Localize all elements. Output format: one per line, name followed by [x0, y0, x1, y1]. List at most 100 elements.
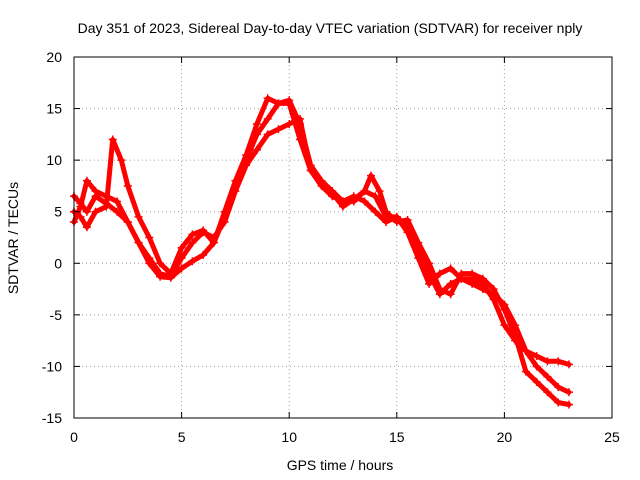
- y-tick-label: 0: [54, 255, 62, 271]
- x-axis-label: GPS time / hours: [287, 457, 394, 473]
- data-point: [375, 187, 384, 196]
- data-point: [252, 145, 261, 154]
- data-series: [70, 94, 573, 409]
- x-tick-label: 0: [70, 429, 78, 445]
- series-line: [71, 95, 572, 408]
- data-point: [117, 156, 126, 165]
- data-point: [177, 264, 186, 273]
- data-point: [263, 130, 272, 139]
- data-point: [220, 207, 229, 216]
- data-point: [156, 259, 165, 268]
- data-point: [349, 195, 358, 204]
- data-point: [145, 254, 154, 263]
- y-tick-label: -10: [42, 358, 62, 374]
- data-point: [489, 285, 498, 294]
- data-point: [403, 228, 412, 237]
- data-point: [199, 251, 208, 260]
- data-point: [392, 218, 401, 227]
- series-track-c: [70, 94, 573, 409]
- data-point: [532, 352, 541, 361]
- data-point: [82, 207, 91, 216]
- data-point: [188, 238, 197, 247]
- data-point: [285, 99, 294, 108]
- data-point: [468, 269, 477, 278]
- data-point: [414, 238, 423, 247]
- y-tick-label: 10: [46, 152, 62, 168]
- data-point: [317, 178, 326, 187]
- data-point: [366, 171, 375, 180]
- series-track-b: [70, 114, 573, 369]
- data-point: [564, 360, 573, 369]
- data-point: [134, 212, 143, 221]
- data-point: [554, 383, 563, 392]
- data-point: [543, 357, 552, 366]
- data-point: [188, 230, 197, 239]
- data-point: [457, 269, 466, 278]
- data-point: [166, 269, 175, 278]
- data-point: [263, 114, 272, 123]
- data-point: [274, 125, 283, 134]
- data-point: [500, 305, 509, 314]
- data-point: [371, 207, 380, 216]
- data-point: [231, 176, 240, 185]
- data-point: [91, 187, 100, 196]
- data-point: [543, 388, 552, 397]
- x-tick-label: 10: [281, 429, 297, 445]
- x-tick-label: 5: [178, 429, 186, 445]
- data-point: [82, 176, 91, 185]
- data-point: [274, 99, 283, 108]
- data-point: [91, 207, 100, 216]
- y-tick-label: 20: [46, 49, 62, 65]
- data-point: [188, 257, 197, 266]
- data-point: [199, 226, 208, 235]
- data-point: [554, 398, 563, 407]
- data-point: [113, 197, 122, 206]
- data-point: [371, 192, 380, 201]
- data-point: [532, 362, 541, 371]
- data-point: [339, 202, 347, 211]
- data-point: [564, 388, 573, 397]
- data-point: [242, 150, 251, 159]
- data-point: [76, 212, 85, 221]
- y-axis-label: SDTVAR / TECUs: [5, 182, 21, 294]
- data-point: [306, 166, 315, 175]
- data-point: [102, 202, 111, 211]
- data-point: [564, 400, 573, 409]
- data-point: [554, 357, 563, 366]
- data-point: [521, 367, 530, 376]
- x-tick-label: 25: [604, 429, 620, 445]
- data-point: [478, 274, 487, 283]
- data-point: [382, 207, 391, 216]
- chart-title: Day 351 of 2023, Sidereal Day-to-day VTE…: [78, 20, 583, 36]
- plot-frame: [73, 56, 613, 419]
- y-axis-ticks: -15 -10 -5 0 5 10 15 20: [42, 49, 612, 426]
- y-tick-label: -5: [50, 307, 63, 323]
- data-point: [145, 233, 154, 242]
- data-point: [177, 243, 186, 252]
- data-point: [263, 94, 272, 103]
- data-point: [446, 290, 455, 299]
- data-point: [295, 114, 304, 123]
- data-point: [435, 269, 444, 278]
- data-point: [511, 331, 520, 340]
- data-point: [156, 269, 165, 278]
- data-point: [209, 238, 218, 247]
- data-point: [500, 321, 509, 330]
- data-point: [134, 238, 143, 247]
- data-point: [252, 120, 261, 129]
- data-point: [414, 254, 423, 263]
- data-point: [543, 372, 552, 381]
- data-point: [532, 377, 541, 386]
- y-tick-label: 5: [54, 204, 62, 220]
- data-point: [82, 223, 91, 232]
- data-point: [435, 285, 444, 294]
- x-tick-label: 20: [497, 429, 513, 445]
- x-axis-ticks: 0 5 10 15 20 25: [70, 57, 620, 445]
- data-point: [425, 259, 434, 268]
- data-point: [108, 135, 117, 144]
- data-point: [295, 135, 304, 144]
- data-point: [285, 120, 294, 129]
- data-point: [521, 346, 530, 355]
